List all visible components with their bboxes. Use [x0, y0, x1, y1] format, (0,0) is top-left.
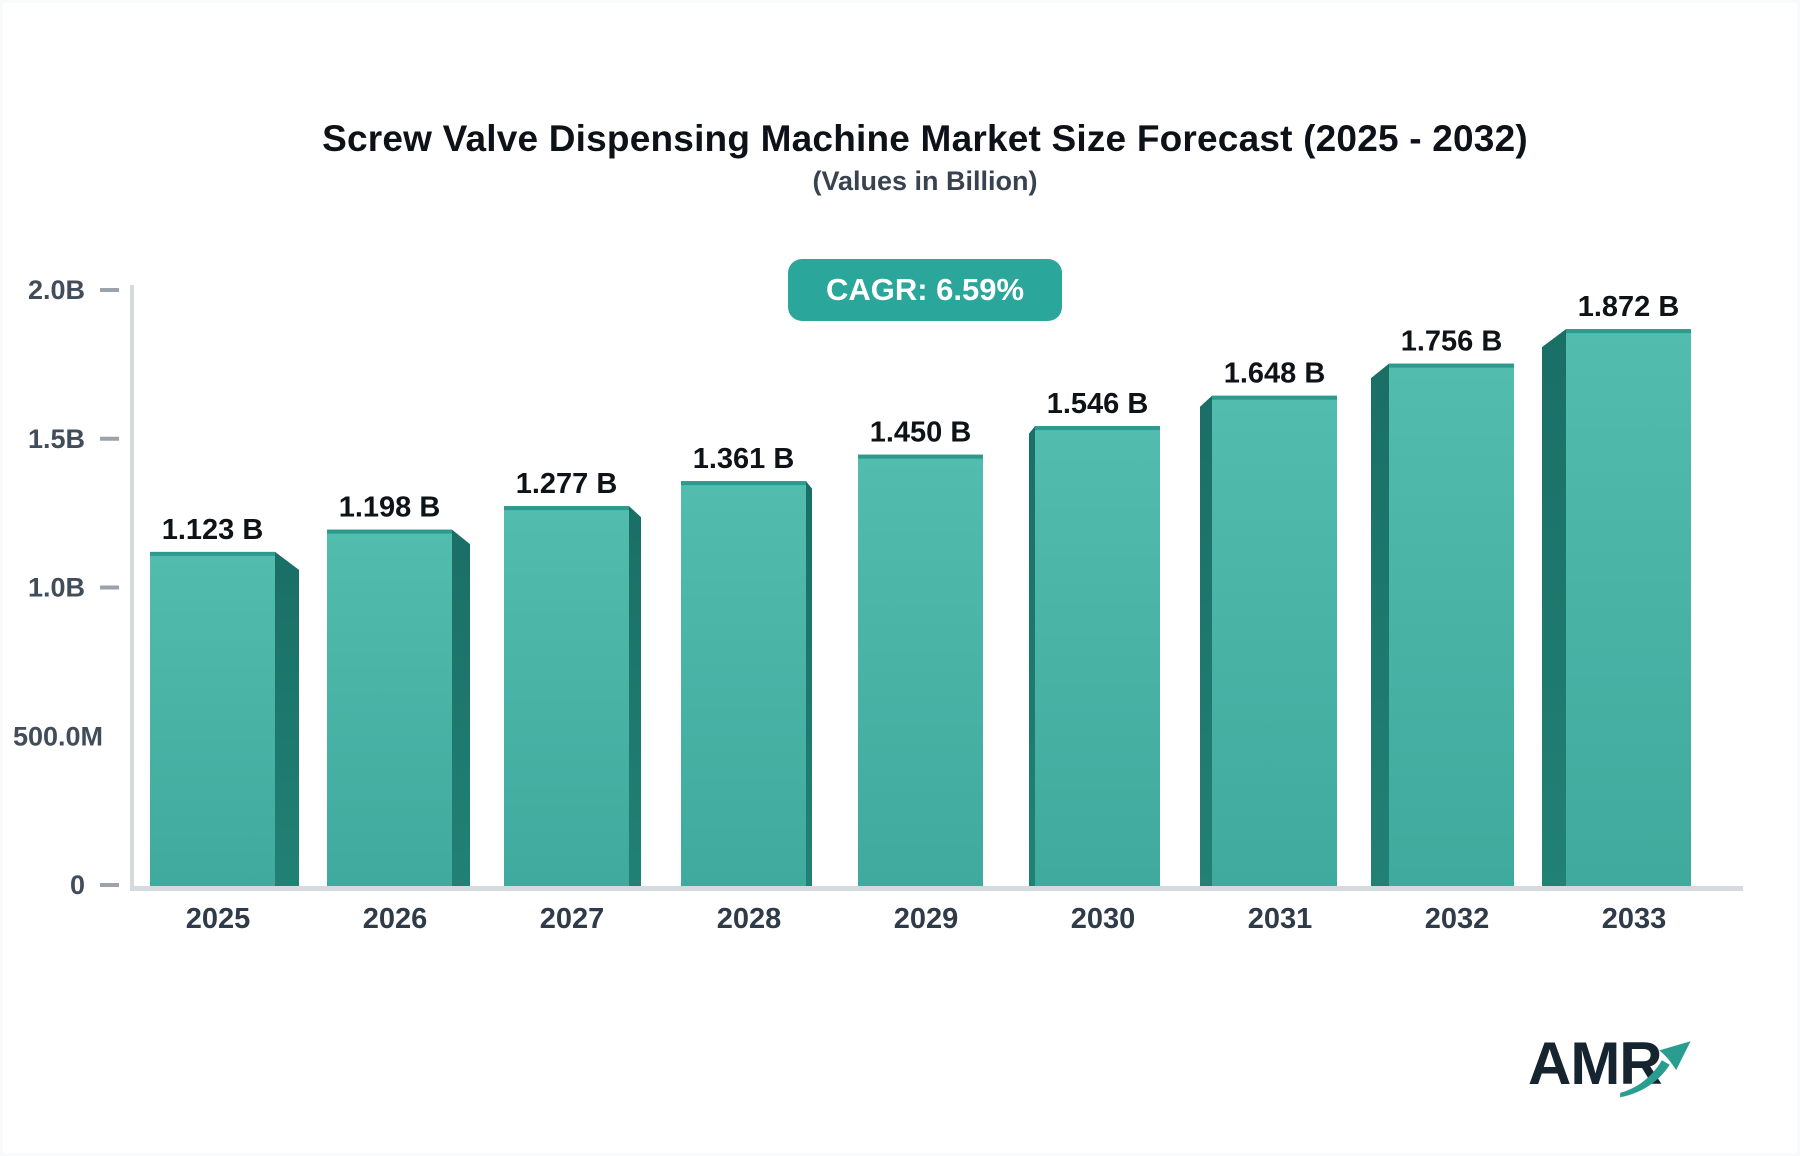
bar-value-label: 1.361 B [693, 443, 795, 475]
bar-2031[interactable] [1200, 395, 1337, 886]
x-axis-label: 2030 [1071, 903, 1136, 935]
bar-top-edge [1035, 426, 1160, 431]
x-axis-label: 2029 [894, 903, 959, 935]
chart-subtitle: (Values in Billion) [812, 166, 1038, 196]
bar-face [504, 506, 629, 886]
bar-top-edge [327, 529, 452, 534]
y-axis-tick-mark [100, 585, 119, 590]
x-axis-label: 2027 [540, 903, 605, 935]
x-axis-label: 2032 [1425, 903, 1490, 935]
bar-face [1035, 426, 1160, 886]
bar-side-face [1371, 363, 1389, 887]
y-axis-tick-mark [100, 288, 119, 292]
bar-top-edge [1212, 395, 1337, 400]
bar-2028[interactable] [681, 481, 812, 886]
y-axis-tick-label: 0 [70, 870, 85, 900]
x-axis-label: 2031 [1248, 903, 1313, 935]
bar-face [327, 529, 452, 886]
y-axis-tick-mark [100, 436, 119, 441]
x-axis-label: 2026 [363, 903, 428, 935]
bar-2032[interactable] [1371, 363, 1514, 887]
bar-face [1566, 329, 1691, 887]
growth-arrow-icon [1619, 1041, 1691, 1098]
bar-value-label: 1.198 B [339, 492, 441, 524]
bar-2029[interactable] [858, 454, 983, 886]
cagr-badge: CAGR: 6.59% [788, 259, 1062, 321]
cagr-badge-label: CAGR: 6.59% [825, 272, 1025, 307]
bar-top-edge [504, 506, 629, 511]
bar-top-edge [1389, 363, 1514, 368]
y-axis-tick-mark [100, 883, 119, 887]
bar-value-label: 1.546 B [1047, 388, 1149, 420]
x-axis-label: 2033 [1602, 903, 1667, 935]
x-axis-label: 2025 [186, 903, 251, 935]
bar-top-edge [150, 551, 275, 556]
chart-title: Screw Valve Dispensing Machine Market Si… [322, 118, 1528, 159]
bar-top-edge [681, 481, 806, 486]
bar-value-label: 1.756 B [1401, 326, 1503, 358]
bar-2033[interactable] [1542, 329, 1691, 887]
bar-value-label: 1.123 B [162, 514, 264, 546]
bar-side-face [806, 481, 812, 886]
bar-side-face [1029, 426, 1035, 886]
x-axis-label: 2028 [717, 903, 782, 935]
bar-2027[interactable] [504, 506, 641, 886]
bar-face [1212, 395, 1337, 886]
y-axis-tick-label: 2.0B [28, 275, 85, 305]
bar-face [858, 454, 983, 886]
bar-value-label: 1.872 B [1578, 291, 1680, 323]
bar-2030[interactable] [1029, 426, 1160, 886]
bar-side-face [629, 506, 641, 886]
bar-2025[interactable] [150, 551, 299, 886]
bar-face [1389, 363, 1514, 887]
bar-top-edge [1566, 329, 1691, 334]
y-axis-line [130, 285, 134, 891]
bar-side-face [275, 551, 299, 886]
x-axis-line [130, 886, 1743, 891]
bar-side-face [1542, 329, 1566, 887]
bar-2026[interactable] [327, 529, 470, 886]
bar-face [681, 481, 806, 886]
y-axis-tick-label: 500.0M [13, 721, 103, 751]
y-axis-tick-label: 1.5B [28, 424, 85, 454]
bar-side-face [1200, 395, 1212, 886]
bar-value-label: 1.277 B [516, 468, 618, 500]
bar-face [150, 551, 275, 886]
bar-value-label: 1.450 B [870, 417, 972, 449]
bar-top-edge [858, 454, 983, 459]
amr-logo: AMR [1528, 1034, 1696, 1100]
bar-value-label: 1.648 B [1224, 358, 1326, 390]
bar-side-face [452, 529, 470, 886]
y-axis-tick-label: 1.0B [28, 573, 85, 603]
